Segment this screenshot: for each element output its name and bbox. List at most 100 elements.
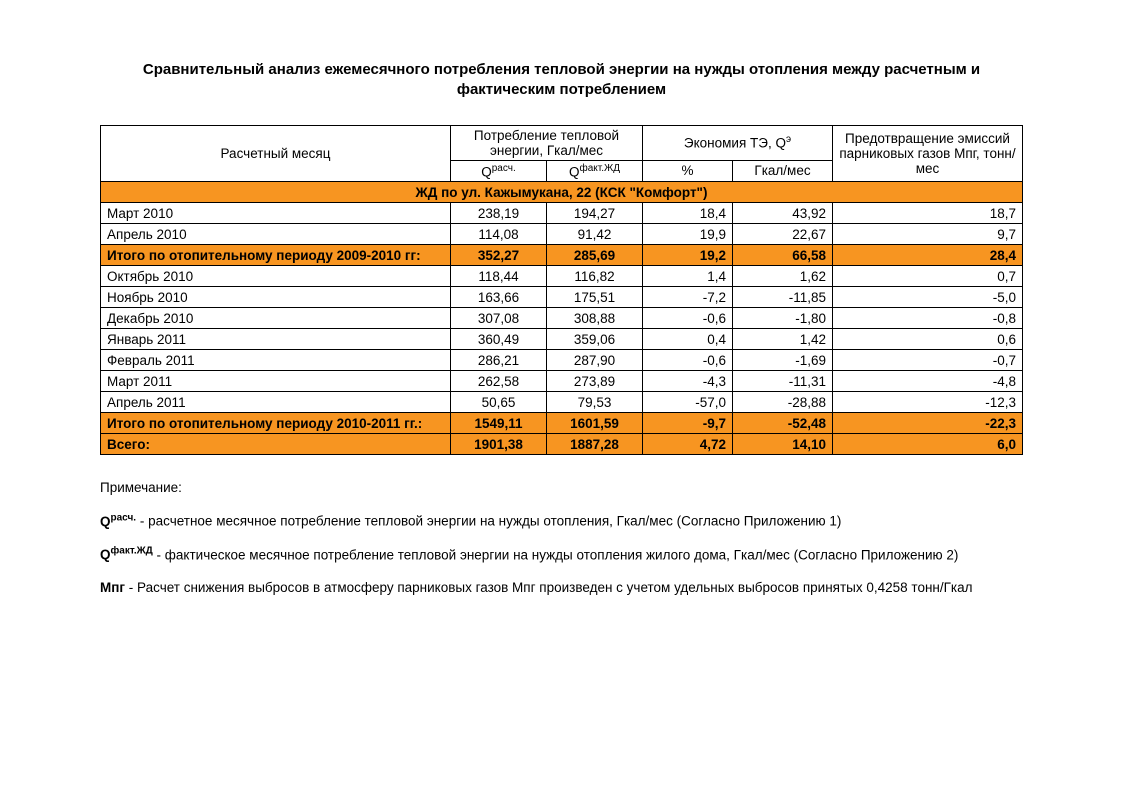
table-row: Апрель 2010114,0891,4219,922,679,7 [101, 224, 1023, 245]
table-cell: Итого по отопительному периоду 2010-2011… [101, 413, 451, 434]
table-cell: 91,42 [547, 224, 643, 245]
table-row: Ноябрь 2010163,66175,51-7,2-11,85-5,0 [101, 287, 1023, 308]
th-gcal: Гкал/мес [733, 160, 833, 182]
th-pct: % [643, 160, 733, 182]
table-cell: Октябрь 2010 [101, 266, 451, 287]
section-header: ЖД по ул. Кажымукана, 22 (КСК "Комфорт") [101, 182, 1023, 203]
table-cell: 79,53 [547, 392, 643, 413]
table-cell: -0,6 [643, 308, 733, 329]
th-consumption: Потребление тепловой энергии, Гкал/мес [451, 125, 643, 160]
th-economy: Экономия ТЭ, Qэ [643, 125, 833, 160]
table-cell: 194,27 [547, 203, 643, 224]
th-month: Расчетный месяц [101, 125, 451, 182]
table-cell: 1,4 [643, 266, 733, 287]
note-2: Qфакт.ЖД - фактическое месячное потребле… [100, 545, 1023, 565]
table-cell: 22,67 [733, 224, 833, 245]
table-cell: 285,69 [547, 245, 643, 266]
title-line-2: фактическим потреблением [457, 81, 666, 98]
table-row: Октябрь 2010118,44116,821,41,620,7 [101, 266, 1023, 287]
table-row: Февраль 2011286,21287,90-0,6-1,69-0,7 [101, 350, 1023, 371]
table-cell: Декабрь 2010 [101, 308, 451, 329]
table-cell: 0,6 [833, 329, 1023, 350]
table-cell: 1887,28 [547, 434, 643, 455]
table-cell: 1,62 [733, 266, 833, 287]
notes-heading: Примечание: [100, 479, 1023, 497]
table-row: Март 2011262,58273,89-4,3-11,31-4,8 [101, 371, 1023, 392]
table-cell: Март 2010 [101, 203, 451, 224]
table-row: Декабрь 2010307,08308,88-0,6-1,80-0,8 [101, 308, 1023, 329]
title-line-1: Сравнительный анализ ежемесячного потреб… [143, 61, 980, 78]
table-cell: 116,82 [547, 266, 643, 287]
table-row: Итого по отопительному периоду 2009-2010… [101, 245, 1023, 266]
table-cell: -52,48 [733, 413, 833, 434]
table-cell: 4,72 [643, 434, 733, 455]
table-cell: -0,6 [643, 350, 733, 371]
table-cell: -5,0 [833, 287, 1023, 308]
table-cell: 286,21 [451, 350, 547, 371]
table-cell: 114,08 [451, 224, 547, 245]
table-cell: -12,3 [833, 392, 1023, 413]
table-cell: 9,7 [833, 224, 1023, 245]
table-cell: 6,0 [833, 434, 1023, 455]
table-cell: -57,0 [643, 392, 733, 413]
note-1: Qрасч. - расчетное месячное потребление … [100, 511, 1023, 531]
table-cell: -22,3 [833, 413, 1023, 434]
table-cell: 50,65 [451, 392, 547, 413]
table-cell: -1,80 [733, 308, 833, 329]
table-cell: 163,66 [451, 287, 547, 308]
table-cell: 14,10 [733, 434, 833, 455]
table-cell: Февраль 2011 [101, 350, 451, 371]
table-cell: 359,06 [547, 329, 643, 350]
table-cell: 0,7 [833, 266, 1023, 287]
table-cell: 66,58 [733, 245, 833, 266]
table-cell: 19,2 [643, 245, 733, 266]
table-cell: 287,90 [547, 350, 643, 371]
table-cell: 308,88 [547, 308, 643, 329]
table-cell: -0,8 [833, 308, 1023, 329]
table-cell: 18,7 [833, 203, 1023, 224]
table-cell: 118,44 [451, 266, 547, 287]
table-cell: 352,27 [451, 245, 547, 266]
table-cell: 0,4 [643, 329, 733, 350]
section-header-row: ЖД по ул. Кажымукана, 22 (КСК "Комфорт") [101, 182, 1023, 203]
table-cell: -7,2 [643, 287, 733, 308]
table-cell: -11,31 [733, 371, 833, 392]
table-cell: 1549,11 [451, 413, 547, 434]
table-cell: -11,85 [733, 287, 833, 308]
table-cell: 360,49 [451, 329, 547, 350]
table-cell: Апрель 2011 [101, 392, 451, 413]
table-cell: 175,51 [547, 287, 643, 308]
table-row: Итого по отопительному периоду 2010-2011… [101, 413, 1023, 434]
table-cell: Всего: [101, 434, 451, 455]
comparison-table: Расчетный месяц Потребление тепловой эне… [100, 125, 1023, 456]
table-cell: -4,8 [833, 371, 1023, 392]
table-cell: -28,88 [733, 392, 833, 413]
table-cell: 1901,38 [451, 434, 547, 455]
table-cell: 307,08 [451, 308, 547, 329]
table-cell: -9,7 [643, 413, 733, 434]
table-cell: 1601,59 [547, 413, 643, 434]
table-cell: -1,69 [733, 350, 833, 371]
table-cell: Январь 2011 [101, 329, 451, 350]
th-emission: Предотвращение эмиссий парниковых газов … [833, 125, 1023, 182]
table-cell: Итого по отопительному периоду 2009-2010… [101, 245, 451, 266]
table-body: ЖД по ул. Кажымукана, 22 (КСК "Комфорт")… [101, 182, 1023, 455]
table-cell: 18,4 [643, 203, 733, 224]
table-cell: Апрель 2010 [101, 224, 451, 245]
note-3: Мпг - Расчет снижения выбросов в атмосфе… [100, 579, 1023, 597]
table-cell: 238,19 [451, 203, 547, 224]
table-cell: 43,92 [733, 203, 833, 224]
table-cell: 19,9 [643, 224, 733, 245]
table-row: Всего:1901,381887,284,7214,106,0 [101, 434, 1023, 455]
table-cell: -0,7 [833, 350, 1023, 371]
th-qcalc: Qрасч. [451, 160, 547, 182]
table-cell: 1,42 [733, 329, 833, 350]
page-title: Сравнительный анализ ежемесячного потреб… [100, 60, 1023, 101]
table-cell: Март 2011 [101, 371, 451, 392]
notes-section: Примечание: Qрасч. - расчетное месячное … [100, 479, 1023, 597]
table-row: Январь 2011360,49359,060,41,420,6 [101, 329, 1023, 350]
table-cell: 262,58 [451, 371, 547, 392]
table-cell: Ноябрь 2010 [101, 287, 451, 308]
table-cell: -4,3 [643, 371, 733, 392]
table-cell: 273,89 [547, 371, 643, 392]
